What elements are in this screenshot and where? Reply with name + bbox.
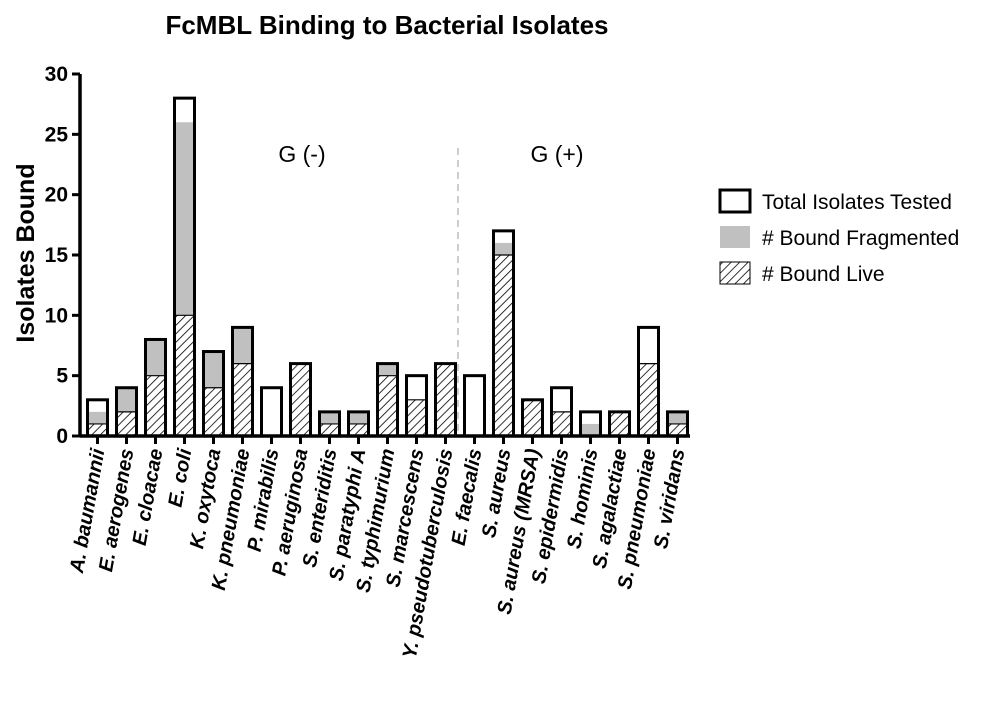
- bar-18-live: [609, 411, 630, 436]
- y-tick-label-25: 25: [45, 123, 69, 146]
- bar-13-total: [464, 375, 485, 436]
- bar-19-live: [638, 363, 659, 436]
- bar-7-live: [290, 363, 311, 436]
- bar-11-live: [406, 399, 427, 436]
- chart-title: FcMBL Binding to Bacterial Isolates: [165, 10, 608, 40]
- bar-0-live: [87, 423, 108, 436]
- y-axis-label: Isolates Bound: [12, 163, 40, 342]
- legend-label-fragmented: # Bound Fragmented: [762, 227, 959, 250]
- bar-12-live: [435, 363, 456, 436]
- category-label-3: E. coli: [165, 447, 197, 509]
- legend-swatch-fragmented: [720, 226, 750, 248]
- bar-2-live: [145, 375, 166, 436]
- legend-label-live: # Bound Live: [762, 263, 885, 286]
- legend-swatch-live: [719, 261, 751, 285]
- bar-16-live: [551, 411, 572, 436]
- y-tick-label-15: 15: [45, 244, 69, 267]
- chart-marks: [86, 96, 689, 438]
- bar-3-live: [174, 315, 195, 436]
- y-tick-label-20: 20: [45, 184, 68, 207]
- bar-8-live: [319, 423, 340, 436]
- bar-4-live: [203, 387, 224, 436]
- y-axis: 0 5 10 15 20 25 30: [45, 63, 690, 448]
- bar-10-live: [377, 375, 398, 436]
- y-tick-label-0: 0: [56, 425, 68, 448]
- gram-positive-annotation: G (+): [530, 141, 583, 167]
- legend-label-total: Total Isolates Tested: [762, 191, 952, 214]
- bar-15-live: [522, 399, 543, 436]
- legend-swatch-total: [718, 188, 752, 214]
- y-tick-label-30: 30: [45, 63, 68, 86]
- y-tick-label-10: 10: [45, 304, 68, 327]
- bar-9-live: [348, 423, 369, 436]
- bar-14-live: [493, 255, 514, 436]
- bar-20-live: [667, 423, 688, 436]
- legend: Total Isolates Tested # Bound Fragmented…: [718, 188, 959, 286]
- y-tick-label-5: 5: [56, 365, 68, 388]
- bar-17-fragmented: [580, 423, 601, 436]
- gram-negative-annotation: G (-): [278, 141, 325, 167]
- bar-6-total: [261, 387, 282, 436]
- bar-1-live: [116, 411, 137, 436]
- bar-5-live: [232, 363, 253, 436]
